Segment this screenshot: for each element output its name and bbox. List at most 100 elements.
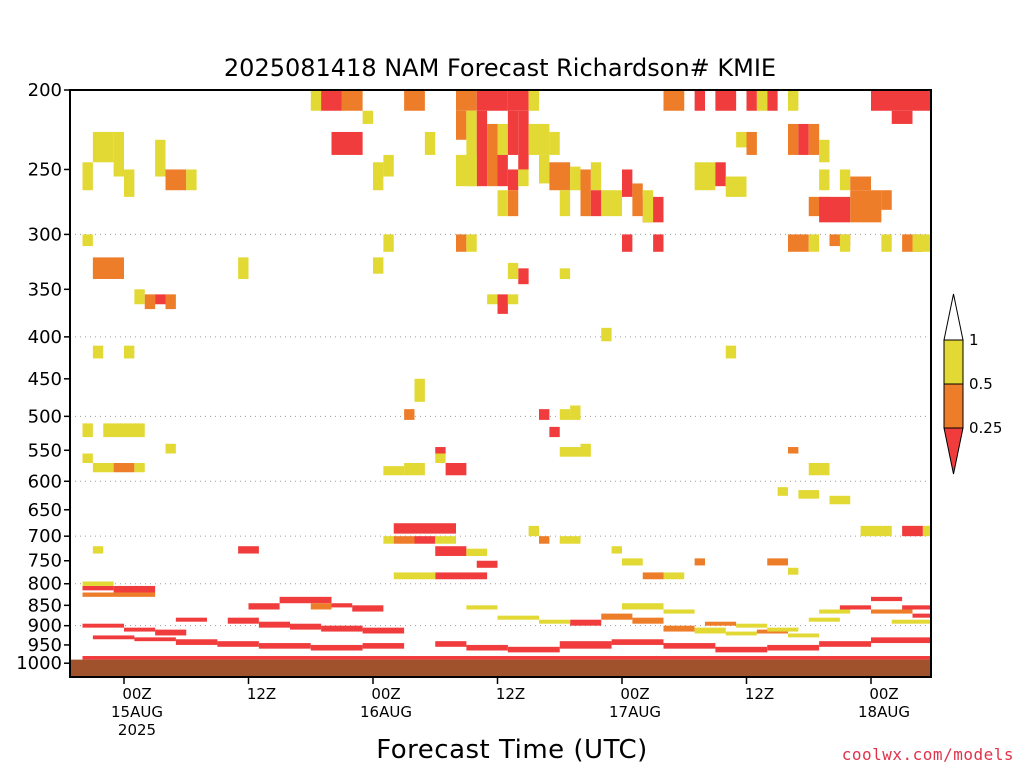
ri-cell	[663, 643, 716, 649]
ri-cell	[507, 646, 560, 653]
data-cells	[82, 90, 931, 660]
ri-cell	[507, 110, 519, 155]
ri-cell	[435, 453, 446, 464]
ri-cell	[92, 463, 114, 473]
ri-cell	[839, 234, 851, 252]
ri-cell	[507, 294, 519, 305]
ri-cell	[663, 609, 695, 614]
ri-cell	[871, 637, 913, 644]
ri-cell	[715, 162, 726, 187]
ri-cell	[663, 572, 685, 580]
ri-cell	[113, 131, 124, 177]
ri-cell	[227, 617, 259, 624]
colorbar-level-label: 0.25	[969, 419, 1002, 437]
y-tick-label: 700	[28, 526, 62, 547]
ri-cell	[622, 169, 633, 197]
ri-cell	[393, 523, 415, 534]
ri-cell	[570, 166, 581, 191]
ri-cell	[871, 90, 913, 111]
ri-cell	[788, 123, 799, 155]
ri-cell	[518, 169, 529, 187]
y-tick-label: 500	[28, 406, 62, 427]
ri-cell	[321, 90, 342, 111]
ri-cell	[756, 90, 768, 111]
ri-cell	[175, 617, 207, 622]
ri-cell	[694, 162, 716, 191]
ri-cell	[238, 546, 259, 554]
ri-cell	[258, 621, 290, 628]
ri-cell	[103, 423, 145, 438]
ri-cell	[92, 131, 114, 163]
ground-fill	[70, 659, 931, 677]
x-tick-label: 12Z	[496, 685, 525, 703]
ri-cell	[414, 378, 425, 402]
ri-cell	[539, 409, 550, 420]
ri-cell	[808, 463, 830, 476]
ri-cell	[622, 603, 664, 610]
ri-cell	[912, 613, 931, 618]
ri-cell	[570, 619, 602, 626]
ri-cell	[435, 641, 467, 647]
ri-cell	[456, 90, 477, 111]
ri-cell	[155, 629, 187, 636]
ri-cell	[539, 536, 550, 544]
ri-cell	[424, 131, 436, 155]
y-tick-label: 850	[28, 595, 62, 616]
ri-cell	[570, 405, 581, 420]
ri-cell	[746, 131, 757, 155]
ri-cell	[788, 234, 809, 252]
ri-cell	[82, 592, 156, 597]
x-tick-label: 12Z	[745, 685, 774, 703]
ri-cell	[559, 409, 571, 420]
ri-cell	[819, 609, 851, 614]
ri-cell	[341, 90, 363, 111]
ri-cell	[663, 90, 685, 111]
ri-cell	[82, 423, 93, 438]
ri-cell	[113, 463, 135, 473]
ri-cell	[808, 123, 820, 155]
y-tick-label: 250	[28, 159, 62, 180]
ri-cell	[82, 585, 114, 591]
ri-cell	[788, 90, 799, 111]
ri-cell	[92, 546, 104, 554]
ri-cell	[902, 605, 931, 610]
ri-cell	[362, 643, 405, 649]
ri-cell	[466, 605, 498, 610]
ri-cell	[476, 560, 498, 568]
ri-cell	[248, 603, 280, 610]
ri-cell	[788, 633, 820, 638]
ri-cell	[456, 234, 467, 252]
colorbar-bin-below-0.25	[943, 427, 964, 475]
ri-cell	[891, 110, 913, 124]
ri-cell	[715, 646, 768, 653]
ri-cell	[466, 644, 508, 651]
ri-cell	[165, 443, 176, 454]
ri-cell	[559, 536, 581, 544]
ri-cell	[497, 615, 539, 620]
y-tick-label: 900	[28, 616, 62, 637]
ri-cell	[124, 345, 135, 359]
ri-cell	[487, 123, 498, 187]
ri-cell	[767, 644, 820, 651]
ri-cell	[559, 190, 571, 217]
ri-cell	[124, 169, 135, 197]
ri-cell	[82, 234, 93, 247]
ri-cell	[165, 294, 176, 310]
ri-cell	[632, 183, 643, 217]
ri-cell	[642, 190, 654, 223]
ri-cell	[850, 190, 882, 223]
plot-frame	[69, 89, 932, 678]
ri-cell	[155, 294, 166, 305]
ri-cell	[559, 447, 581, 457]
y-tick-label: 1000	[16, 653, 62, 674]
ri-cell	[352, 605, 384, 612]
ri-cell	[819, 139, 830, 163]
ri-cell	[767, 558, 788, 566]
ri-cell	[715, 90, 737, 111]
y-tick-label: 800	[28, 574, 62, 595]
ri-cell	[891, 619, 931, 624]
ri-cell	[549, 426, 560, 438]
ri-cell	[528, 123, 550, 155]
ri-cell	[611, 639, 664, 645]
ri-cell	[362, 110, 373, 124]
